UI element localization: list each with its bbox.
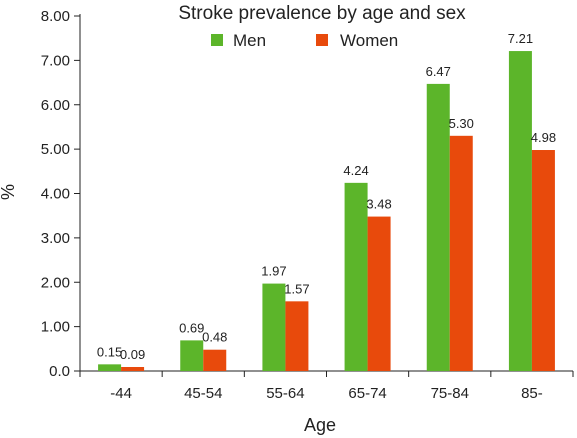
data-label-women-45-54: 0.48: [202, 330, 227, 345]
x-tick-label-65-74: 65-74: [348, 385, 386, 402]
x-axis: -44 45-54 55-64 65-74 75-84 85-: [79, 370, 574, 402]
bar-men-75-84: [426, 83, 450, 372]
x-tick-label-85: 85-: [521, 385, 543, 402]
legend: Men Women: [211, 31, 398, 50]
bar-women-65-74: [367, 216, 391, 371]
y-tick-label: 2.00: [41, 274, 70, 291]
y-tick-label: 3.00: [41, 230, 70, 247]
data-label-men-85: 7.21: [508, 31, 533, 46]
y-axis-title: %: [0, 184, 18, 200]
y-tick-label: 5.00: [41, 141, 70, 158]
y-tick-label: 0.0: [49, 363, 70, 380]
bars: [98, 51, 555, 372]
data-labels: 0.150.09 0.690.48 1.97 1.57 4.24 3.48 6.47 5.30…: [97, 31, 556, 362]
bar-women-85: [531, 150, 555, 371]
x-tick-label-45-54: 45-54: [184, 385, 222, 402]
data-label-men-55-64: 1.97: [261, 264, 286, 279]
data-label-men-44: 0.15: [97, 344, 122, 359]
data-label-women-55-64: 1.57: [284, 281, 309, 296]
legend-swatch-women: [316, 34, 328, 46]
bar-women-45-54: [203, 349, 227, 371]
bar-men-45-54: [180, 340, 204, 371]
legend-swatch-men: [211, 34, 223, 46]
bar-women-75-84: [449, 135, 473, 371]
bar-women-55-64: [285, 301, 309, 371]
bar-men-85: [508, 51, 532, 372]
y-tick-label: 4.00: [41, 186, 70, 203]
x-tick-label-44: -44: [110, 385, 132, 402]
data-label-women-85: 4.98: [531, 130, 556, 145]
bar-men-44: [98, 364, 122, 371]
legend-label-men: Men: [233, 31, 266, 50]
bar-men-55-64: [262, 283, 286, 371]
data-label-men-45-54: 0.69: [179, 320, 204, 335]
data-label-men-75-84: 6.47: [426, 64, 451, 79]
x-tick-label-75-84: 75-84: [431, 385, 469, 402]
chart-title: Stroke prevalence by age and sex: [178, 3, 466, 24]
y-axis: 0.0 1.00 2.00 3.00 4.00 5.00 6.00 7.00 8.00: [41, 8, 81, 380]
y-tick-label: 1.00: [41, 319, 70, 336]
bar-men-65-74: [344, 182, 368, 371]
y-tick-label: 7.00: [41, 52, 70, 69]
data-label-women-65-74: 3.48: [366, 197, 391, 212]
x-tick-label-55-64: 55-64: [266, 385, 304, 402]
legend-label-women: Women: [340, 31, 398, 50]
data-label-women-44: 0.09: [120, 347, 145, 362]
bar-women-44: [121, 367, 145, 371]
data-label-men-65-74: 4.24: [343, 163, 368, 178]
y-tick-label: 8.00: [41, 8, 70, 25]
x-axis-title: Age: [304, 415, 336, 435]
y-tick-label: 6.00: [41, 97, 70, 114]
data-label-women-75-84: 5.30: [449, 116, 474, 131]
